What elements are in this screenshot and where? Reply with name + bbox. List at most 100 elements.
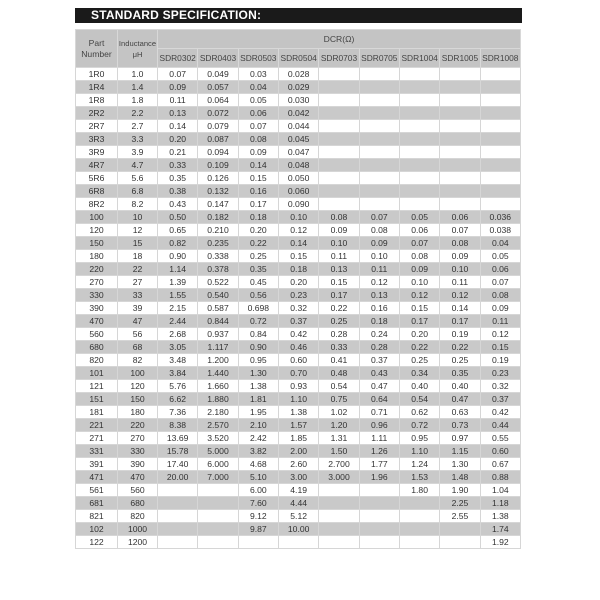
part-number-cell: 470 [75,314,118,328]
table-row: 821 820 9.12 5.12 2.55 1.38 [75,509,522,523]
dcr-cell [439,522,481,536]
dcr-cell: 0.08 [479,288,522,302]
dcr-cell: 0.07 [358,210,400,224]
dcr-cell: 0.12 [277,223,320,237]
dcr-cell: 5.76 [156,379,199,393]
part-number-cell: 5R6 [75,171,118,185]
dcr-cell: 1.31 [318,431,360,445]
table-row: 681 680 7.60 4.44 2.25 1.18 [75,496,522,510]
dcr-cell: 0.25 [318,314,360,328]
dcr-cell: 0.97 [439,431,481,445]
dcr-cell [398,522,441,536]
dcr-cell: 4.19 [277,483,320,497]
dcr-cell: 0.04 [237,80,279,94]
dcr-cell: 9.12 [237,509,279,523]
part-number-cell: 121 [75,379,118,393]
dcr-cell [398,171,441,185]
model-header-sdr1004: SDR1004 [398,48,441,68]
inductance-cell: 39 [117,301,158,315]
dcr-cell: 0.10 [439,262,481,276]
dcr-cell [318,93,360,107]
dcr-cell: 1.880 [197,392,239,406]
dcr-cell [156,496,199,510]
dcr-cell [479,119,522,133]
dcr-cell: 1.30 [237,366,279,380]
dcr-cell [318,496,360,510]
dcr-cell: 0.147 [197,197,239,211]
dcr-cell: 0.087 [197,132,239,146]
inductance-cell: 68 [117,340,158,354]
part-number-cell: 331 [75,444,118,458]
dcr-cell: 0.90 [156,249,199,263]
inductance-cell: 560 [117,483,158,497]
dcr-cell: 0.20 [398,327,441,341]
dcr-cell: 0.67 [479,457,522,471]
table-row: 1R0 1.0 0.07 0.049 0.03 0.028 [75,67,522,81]
dcr-cell [197,496,239,510]
part-number-cell: 101 [75,366,118,380]
dcr-cell [479,184,522,198]
dcr-cell: 1.11 [358,431,400,445]
dcr-cell: 1.18 [479,496,522,510]
dcr-cell: 0.072 [197,106,239,120]
dcr-cell: 1.50 [318,444,360,458]
table-row: 102 1000 9.87 10.00 1.74 [75,522,522,536]
dcr-cell: 0.08 [318,210,360,224]
inductance-cell: 1000 [117,522,158,536]
dcr-cell [479,93,522,107]
dcr-cell: 0.14 [439,301,481,315]
dcr-cell: 1.38 [237,379,279,393]
dcr-cell [439,80,481,94]
part-number-cell: 6R8 [75,184,118,198]
dcr-cell: 0.338 [197,249,239,263]
dcr-cell: 0.09 [237,145,279,159]
dcr-cell [439,106,481,120]
table-row: 122 1200 1.92 [75,535,522,549]
dcr-cell: 0.88 [479,470,522,484]
inductance-cell: 2.2 [117,106,158,120]
dcr-cell: 1.20 [318,418,360,432]
table-row: 561 560 6.00 4.19 1.80 1.90 1.04 [75,483,522,497]
table-row: 390 39 2.15 0.587 0.698 0.32 0.22 0.16 0.15 0.14 0… [75,301,522,315]
dcr-cell: 0.20 [156,132,199,146]
dcr-cell: 0.43 [156,197,199,211]
inductance-cell: 5.6 [117,171,158,185]
dcr-cell: 0.20 [237,223,279,237]
dcr-cell: 5.000 [197,444,239,458]
dcr-cell: 1.10 [398,444,441,458]
inductance-cell: 220 [117,418,158,432]
dcr-cell: 0.40 [398,379,441,393]
dcr-cell: 6.00 [237,483,279,497]
part-number-cell: 471 [75,470,118,484]
dcr-cell: 0.13 [358,288,400,302]
table-row: 270 27 1.39 0.522 0.45 0.20 0.15 0.12 0.10 0.11 0.… [75,275,522,289]
dcr-cell: 0.064 [197,93,239,107]
dcr-cell: 0.11 [439,275,481,289]
dcr-cell [358,106,400,120]
inductance-cell: 1.0 [117,67,158,81]
dcr-cell: 10.00 [277,522,320,536]
table-row: 181 180 7.36 2.180 1.95 1.38 1.02 0.71 0.62 0.63 0… [75,405,522,419]
dcr-cell: 1.660 [197,379,239,393]
inductance-cell: 4.7 [117,158,158,172]
dcr-cell: 0.09 [358,236,400,250]
dcr-cell: 0.82 [156,236,199,250]
part-number-cell: 1R4 [75,80,118,94]
part-number-cell: 270 [75,275,118,289]
inductance-cell: 150 [117,392,158,406]
dcr-cell: 0.07 [156,67,199,81]
part-number-cell: 3R9 [75,145,118,159]
dcr-cell [439,145,481,159]
inductance-cell: 15 [117,236,158,250]
part-number-cell: 560 [75,327,118,341]
dcr-cell: 0.038 [479,223,522,237]
dcr-cell [318,145,360,159]
inductance-cell: 120 [117,379,158,393]
dcr-cell: 0.050 [277,171,320,185]
dcr-cell [439,119,481,133]
dcr-cell: 0.10 [398,275,441,289]
dcr-cell [398,158,441,172]
dcr-cell: 0.210 [197,223,239,237]
dcr-cell: 0.11 [358,262,400,276]
dcr-cell [398,106,441,120]
